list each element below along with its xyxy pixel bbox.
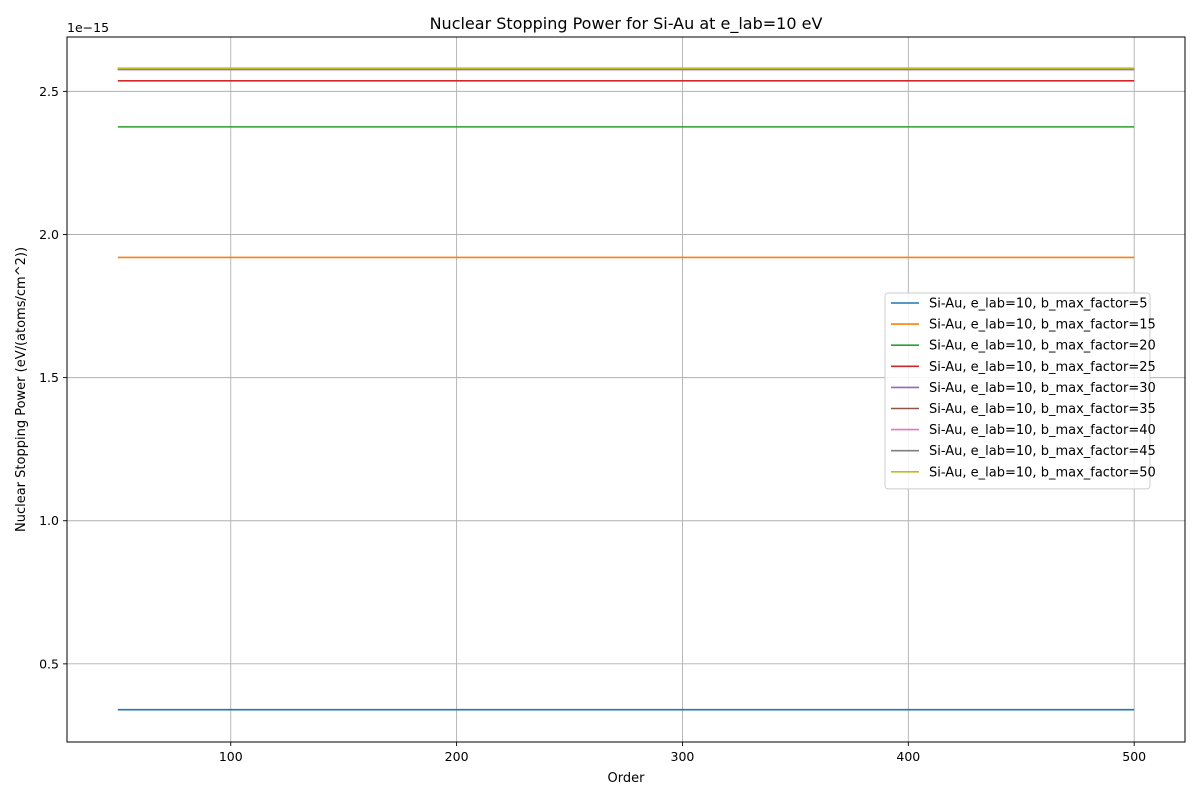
legend-entry-label: Si-Au, e_lab=10, b_max_factor=45 (929, 444, 1156, 459)
legend-entry-label: Si-Au, e_lab=10, b_max_factor=5 (929, 297, 1148, 312)
series-lines (117, 67, 1135, 711)
x-axis-label: Order (608, 771, 646, 786)
legend-entry-label: Si-Au, e_lab=10, b_max_factor=35 (929, 402, 1156, 417)
y-axis-ticks: 0.5 1.0 1.5 2.0 2.5 (39, 84, 67, 671)
x-tick-label: 500 (1122, 749, 1146, 764)
y-tick-label: 1.0 (39, 513, 59, 528)
legend-entry-label: Si-Au, e_lab=10, b_max_factor=15 (929, 318, 1156, 333)
x-axis-ticks: 100 200 300 400 500 (219, 742, 1146, 764)
legend-entry-label: Si-Au, e_lab=10, b_max_factor=20 (929, 339, 1156, 354)
x-tick-label: 200 (445, 749, 469, 764)
plot-area-frame (66, 36, 1186, 743)
legend-entry-label: Si-Au, e_lab=10, b_max_factor=50 (929, 465, 1156, 480)
y-tick-label: 1.5 (39, 370, 59, 385)
x-tick-label: 100 (219, 749, 243, 764)
legend-entry-label: Si-Au, e_lab=10, b_max_factor=30 (929, 381, 1156, 396)
y-scale-offset-label: 1e−15 (67, 20, 109, 35)
legend-entry-label: Si-Au, e_lab=10, b_max_factor=25 (929, 360, 1156, 375)
y-tick-label: 0.5 (39, 656, 59, 671)
x-tick-label: 300 (671, 749, 695, 764)
y-axis-label: Nuclear Stopping Power (eV/(atoms/cm^2)) (14, 247, 29, 532)
y-tick-label: 2.5 (39, 84, 59, 99)
y-tick-label: 2.0 (39, 227, 59, 242)
x-tick-label: 400 (896, 749, 920, 764)
legend: Si-Au, e_lab=10, b_max_factor=5 Si-Au, e_… (884, 292, 1156, 490)
legend-entry-label: Si-Au, e_lab=10, b_max_factor=40 (929, 423, 1156, 438)
legend-box (884, 292, 1151, 490)
chart-title: Nuclear Stopping Power for Si-Au at e_la… (430, 14, 823, 34)
